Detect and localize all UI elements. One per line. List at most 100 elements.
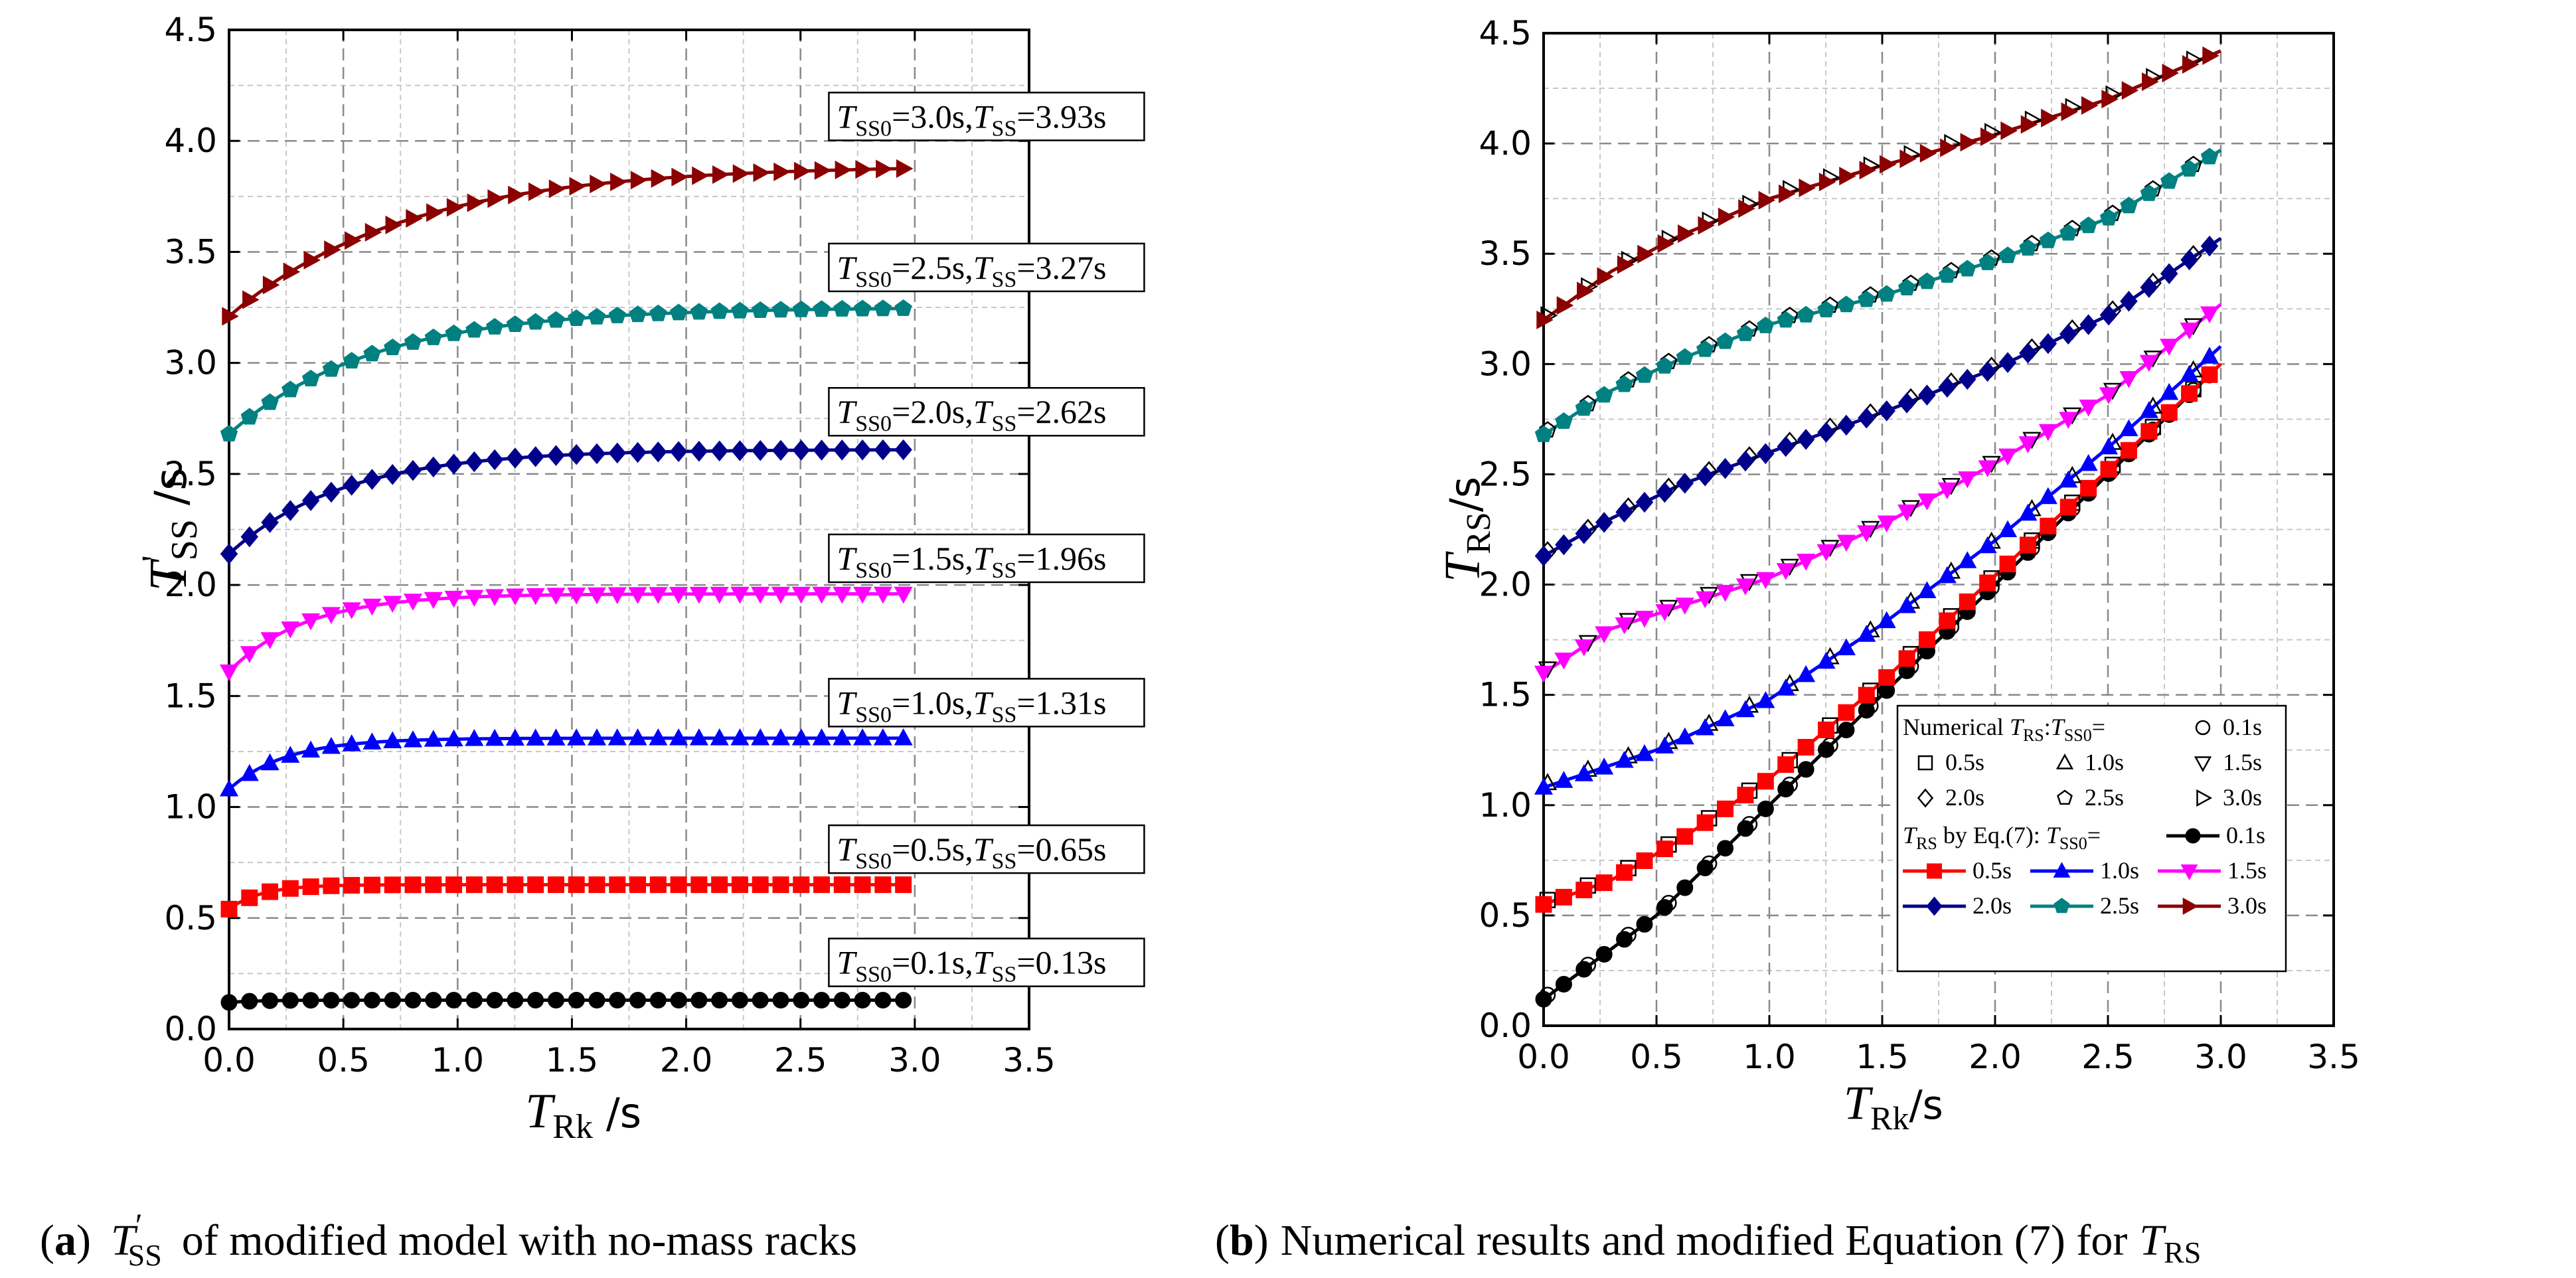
data-point [262,276,280,295]
legend-box [1896,704,2287,973]
data-point [1657,234,1675,253]
series [220,299,912,441]
y-tick-label: 4.5 [164,11,217,49]
data-point [669,587,688,604]
legend-label: 0.5s [1945,749,1984,775]
data-point [710,728,729,746]
x-tick-label: 0.0 [1517,1038,1570,1076]
data-point [1777,781,1795,798]
data-point [2182,54,2200,74]
data-point [384,876,401,894]
x-tick-label: 2.5 [2081,1038,2134,1076]
plot-frame [228,29,1030,1030]
data-point [1757,316,1775,333]
data-point [1735,700,1755,718]
x-tick-label: 2.5 [774,1041,827,1079]
data-point [342,734,361,752]
data-point [383,731,402,748]
data-point [1615,501,1633,523]
data-point [1595,386,1613,403]
data-point [1534,665,1554,683]
series [220,992,912,1011]
data-point [1756,691,1775,708]
data-point [894,439,912,461]
data-point [220,543,238,565]
legend-label: 0.5s [1972,857,2012,884]
data-point [546,728,566,746]
data-point [1575,881,1593,898]
data-point [219,779,239,797]
data-point [2100,461,2117,478]
y-tick-label: 2.0 [164,566,217,604]
data-point [465,992,483,1009]
data-point [1637,244,1654,264]
legend-marker [2194,756,2212,773]
data-point [444,729,463,747]
data-point [1940,138,1957,157]
data-point [343,992,361,1009]
data-point [548,179,566,199]
data-point [1757,800,1774,817]
data-point [1575,522,1593,544]
data-point [771,301,790,318]
data-point [731,992,748,1009]
data-point [1536,310,1554,329]
y-tick-label: 1.0 [1479,786,1532,825]
series [1534,235,2222,567]
data-point [262,883,279,900]
data-point [1797,429,1815,450]
data-point [343,475,361,496]
annotation-text: TSS0=0.5s,TSS=0.65s [837,831,1106,874]
data-point [2139,401,2158,418]
data-point [690,303,708,320]
data-point [526,728,545,746]
data-point [404,459,422,481]
data-point [364,222,382,242]
data-point [669,303,688,321]
data-point [2121,81,2139,100]
data-point [854,876,871,894]
data-point [1696,859,1714,876]
data-point [383,596,402,613]
data-point [486,876,503,894]
series [1535,362,2222,913]
data-point [1696,814,1714,831]
data-point [567,443,586,465]
data-point [1554,771,1573,788]
legend-eq-title: TRS by Eq.(7): TSS0= [1903,822,2101,853]
data-point [282,880,299,897]
data-point [1595,512,1613,533]
data-point [651,169,669,188]
data-point [812,586,831,604]
legend-label: 1.5s [2227,857,2267,884]
data-point [896,159,914,178]
grid [229,30,1029,1029]
data-point [2140,423,2158,440]
data-point [1597,267,1615,286]
data-point [771,728,791,746]
data-point [323,992,340,1009]
series-line [228,883,904,911]
data-point [690,876,708,894]
data-point [1879,155,1897,174]
data-point [710,302,728,319]
data-point [1978,253,1996,270]
legend-marker [1917,755,1933,771]
data-point [1676,348,1694,365]
data-point [1779,184,1796,203]
data-point [446,198,464,217]
data-point [731,876,748,894]
data-point [485,728,505,746]
data-point [1635,366,1654,383]
data-point [283,262,301,281]
data-point [833,439,851,461]
data-point [384,338,402,355]
annotation: TSS0=2.5s,TSS=3.27s [828,242,1145,293]
data-point [1918,631,1935,648]
data-point [282,380,299,398]
legend-marker [2180,864,2198,880]
data-point [1756,572,1775,590]
data-point [1757,443,1775,465]
data-point [505,588,524,606]
data-point [1960,133,1978,152]
